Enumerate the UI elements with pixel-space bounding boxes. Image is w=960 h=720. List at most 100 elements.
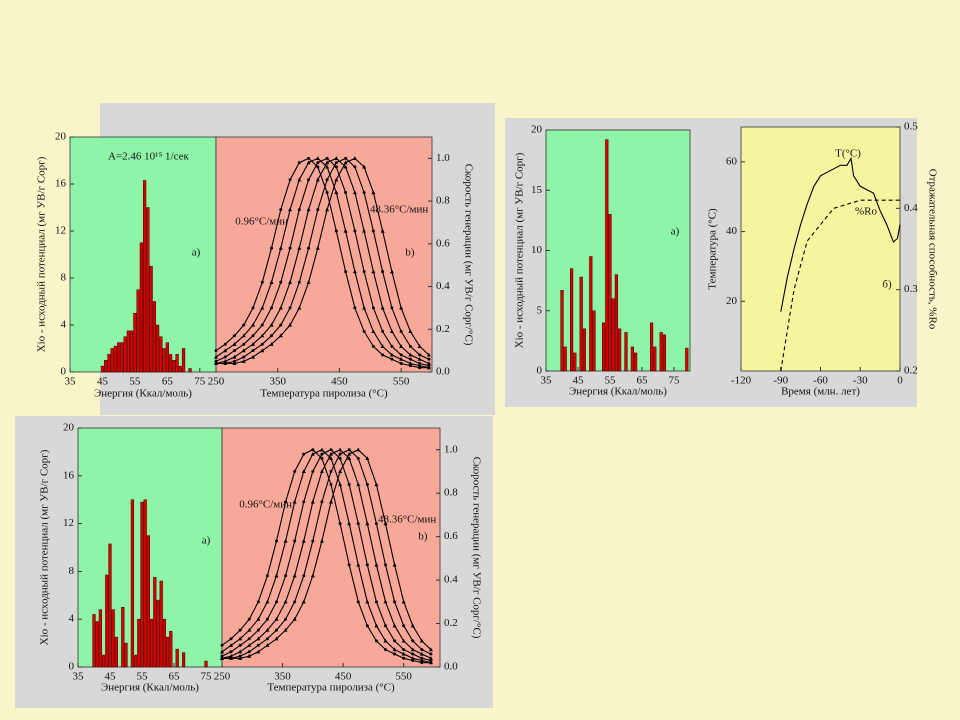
bar <box>592 310 596 372</box>
series-line <box>221 449 432 662</box>
marker <box>283 538 288 543</box>
marker <box>353 306 357 310</box>
marker <box>288 306 292 310</box>
bar <box>653 346 657 372</box>
marker <box>408 352 413 357</box>
marker <box>307 156 311 160</box>
x-tick-label: -90 <box>773 375 788 387</box>
annotation: 0.96°С/мин <box>239 499 292 511</box>
marker <box>329 448 333 452</box>
y2-tick-label: 0.5 <box>904 121 918 133</box>
series-line <box>215 157 429 369</box>
marker <box>238 649 243 654</box>
marker <box>338 482 343 487</box>
marker <box>256 600 260 604</box>
marker <box>233 334 237 338</box>
marker <box>410 647 415 652</box>
marker <box>418 353 422 357</box>
x-tick-label: 65 <box>637 375 649 387</box>
marker <box>297 305 302 310</box>
bar <box>130 330 134 373</box>
x-tick-label: 45 <box>573 375 585 387</box>
bar <box>162 348 166 373</box>
marker <box>279 323 283 327</box>
marker <box>256 617 261 621</box>
plot-area <box>740 126 901 372</box>
bar <box>659 332 663 372</box>
bar <box>579 276 583 372</box>
marker <box>338 469 343 474</box>
x-tick-label: 450 <box>335 671 352 683</box>
y-tick-label: 16 <box>55 178 67 190</box>
bar <box>685 347 689 372</box>
bar <box>165 636 170 668</box>
marker <box>418 361 422 365</box>
marker <box>238 636 243 641</box>
marker <box>389 269 394 274</box>
bar <box>611 298 615 372</box>
y2-tick-label: 0.8 <box>436 195 450 207</box>
marker <box>302 452 306 456</box>
marker <box>365 563 369 567</box>
marker <box>293 539 297 543</box>
bar <box>617 328 622 372</box>
x-axis-label: Температура пиролиза (°С) <box>260 388 388 400</box>
marker <box>214 349 218 353</box>
marker <box>334 177 339 182</box>
marker <box>356 522 360 526</box>
marker <box>362 305 367 310</box>
annotation: a) <box>192 247 201 259</box>
marker <box>417 344 422 348</box>
x-tick-label: 35 <box>65 376 77 388</box>
marker <box>316 208 320 212</box>
y-tick-label: 0 <box>61 366 67 378</box>
marker <box>275 539 278 543</box>
marker <box>270 246 274 250</box>
bar <box>137 618 141 668</box>
marker <box>269 280 274 284</box>
marker <box>247 637 251 641</box>
marker <box>297 208 301 212</box>
marker <box>315 156 320 160</box>
marker <box>270 306 274 310</box>
marker <box>297 177 302 182</box>
marker <box>380 305 385 310</box>
annotation: A=2.46 10¹⁵ 1/сек <box>108 151 189 163</box>
marker <box>229 650 233 654</box>
marker <box>426 361 431 366</box>
y2-axis-label: Отражательная способность, %Ro <box>926 169 938 330</box>
marker <box>410 656 415 660</box>
marker <box>329 456 333 461</box>
bar <box>126 330 131 373</box>
bar <box>136 289 140 373</box>
marker <box>426 365 431 370</box>
bar <box>152 301 156 373</box>
x-tick-label: -60 <box>813 375 828 387</box>
marker <box>419 651 424 656</box>
marker <box>288 322 293 327</box>
marker <box>251 322 256 327</box>
marker <box>402 624 406 628</box>
marker <box>293 469 297 473</box>
marker <box>242 355 246 359</box>
marker <box>371 229 375 233</box>
marker <box>347 448 351 452</box>
marker <box>310 451 315 456</box>
marker <box>371 306 375 310</box>
bar <box>605 139 609 372</box>
marker <box>241 359 246 363</box>
marker <box>232 361 237 366</box>
series-line <box>780 156 901 312</box>
marker <box>241 348 246 353</box>
marker <box>374 600 378 604</box>
marker <box>274 636 279 641</box>
y-tick-label: 15 <box>531 184 543 196</box>
x-axis-label: Энергия (Ккал/моль) <box>94 388 192 400</box>
marker <box>283 599 288 604</box>
marker <box>374 482 379 487</box>
bar <box>98 609 103 668</box>
y2-tick-label: 0.4 <box>904 202 918 214</box>
x-tick-label: 550 <box>395 671 412 683</box>
y-tick-label: 12 <box>55 225 66 237</box>
